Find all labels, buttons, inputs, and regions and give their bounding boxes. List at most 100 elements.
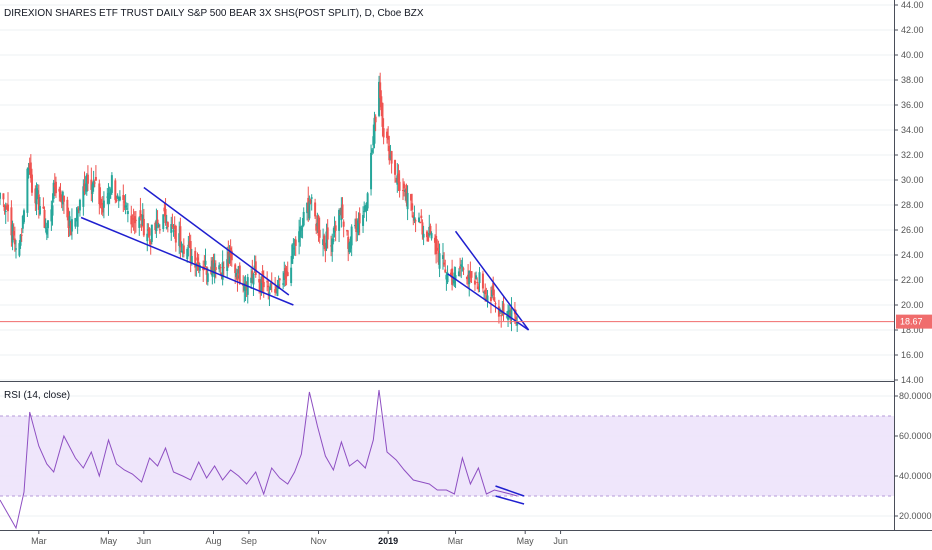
candle-body: [172, 230, 175, 232]
candle-body: [74, 218, 77, 227]
candle-body: [370, 152, 373, 190]
candle-body: [308, 201, 311, 219]
time-tick-label: Mar: [448, 536, 464, 546]
candle-body: [427, 233, 430, 242]
candle-body: [78, 199, 81, 211]
candle-body: [397, 173, 400, 183]
candle-body: [2, 193, 5, 200]
candle-body: [406, 192, 409, 210]
candle-body: [12, 231, 15, 236]
candle-body: [510, 309, 513, 320]
candle-body: [332, 239, 335, 242]
candle-body: [83, 183, 86, 192]
candle-body: [284, 267, 287, 279]
time-tick-label: Sep: [241, 536, 257, 546]
candle-body: [234, 264, 237, 274]
candle-body: [237, 266, 240, 274]
candle-body: [509, 312, 512, 317]
candle-body: [106, 196, 109, 198]
candle-body: [515, 317, 518, 320]
candle-body: [394, 160, 397, 175]
price-tick-label: 36.00: [901, 100, 924, 110]
candle-body: [35, 188, 38, 205]
candle-body: [13, 238, 16, 245]
candle-body: [109, 189, 112, 195]
candle-body: [62, 195, 65, 202]
candle-body: [465, 276, 468, 280]
candle-body: [205, 266, 208, 275]
candle-body: [324, 246, 327, 252]
candle-body: [266, 281, 269, 283]
candle-body: [5, 205, 8, 210]
candle-body: [516, 321, 519, 326]
candle-body: [412, 215, 415, 218]
candle-body: [261, 271, 264, 284]
rsi-title: RSI (14, close): [4, 390, 70, 401]
candle-body: [22, 210, 25, 223]
chart-title: DIREXION SHARES ETF TRUST DAILY S&P 500 …: [4, 8, 424, 19]
candle-body: [61, 191, 64, 205]
candle-body: [418, 217, 421, 223]
trendlines: [80, 186, 530, 505]
candle-body: [235, 272, 238, 278]
candle-body: [100, 207, 103, 209]
candle-body: [254, 261, 257, 275]
candle-body: [457, 271, 460, 277]
candle-body: [419, 222, 422, 224]
candle-body: [475, 275, 478, 279]
candle-body: [114, 180, 117, 200]
candle-body: [422, 233, 425, 238]
candle-body: [126, 211, 129, 215]
candle-body: [26, 168, 29, 213]
candle-body: [372, 136, 375, 146]
candle-body: [365, 202, 368, 211]
candle-body: [204, 260, 207, 265]
candle-body: [221, 262, 224, 280]
candle-body: [309, 199, 312, 204]
candle-body: [421, 222, 424, 235]
candle-body: [398, 181, 401, 191]
candle-body: [268, 292, 271, 295]
candle-body: [58, 188, 61, 192]
candle-body: [214, 267, 217, 270]
candle-body: [251, 270, 254, 278]
candle-body: [483, 292, 486, 294]
candle-body: [331, 238, 334, 252]
candle-body: [314, 202, 317, 217]
candle-body: [164, 208, 167, 224]
candle-body: [165, 227, 168, 229]
candle-body: [307, 197, 310, 212]
candle-body: [194, 250, 197, 268]
rsi-tick-label: 80.0000: [899, 391, 932, 401]
candle-body: [186, 248, 189, 260]
candle-body: [469, 273, 472, 278]
candle-body: [485, 297, 488, 300]
candle-body: [267, 285, 270, 288]
candle-body: [446, 272, 449, 283]
candle-body: [69, 222, 72, 236]
candle-body: [334, 225, 337, 231]
candle-body: [505, 316, 508, 318]
candle-body: [6, 204, 9, 212]
candle-body: [28, 163, 31, 169]
time-tick-label: Nov: [311, 536, 328, 546]
candle-body: [94, 176, 97, 181]
trendline: [80, 216, 294, 306]
candle-body: [244, 283, 247, 291]
last-price-tag-label: 18.67: [900, 317, 923, 327]
candle-body: [294, 239, 297, 246]
candle-body: [410, 194, 413, 201]
rsi-tick-label: 40.0000: [899, 471, 932, 481]
candle-body: [187, 244, 190, 247]
time-tick-label: May: [517, 536, 535, 546]
candle-body: [102, 200, 105, 208]
candle-body: [166, 222, 169, 228]
candle-body: [452, 280, 455, 282]
candle-body: [444, 269, 447, 273]
rsi-series-line: [0, 389, 518, 530]
candle-body: [500, 315, 503, 317]
candle-body: [357, 220, 360, 233]
candle-body: [91, 184, 94, 195]
candle-body: [285, 271, 288, 274]
price-tick-label: 34.00: [901, 125, 924, 135]
